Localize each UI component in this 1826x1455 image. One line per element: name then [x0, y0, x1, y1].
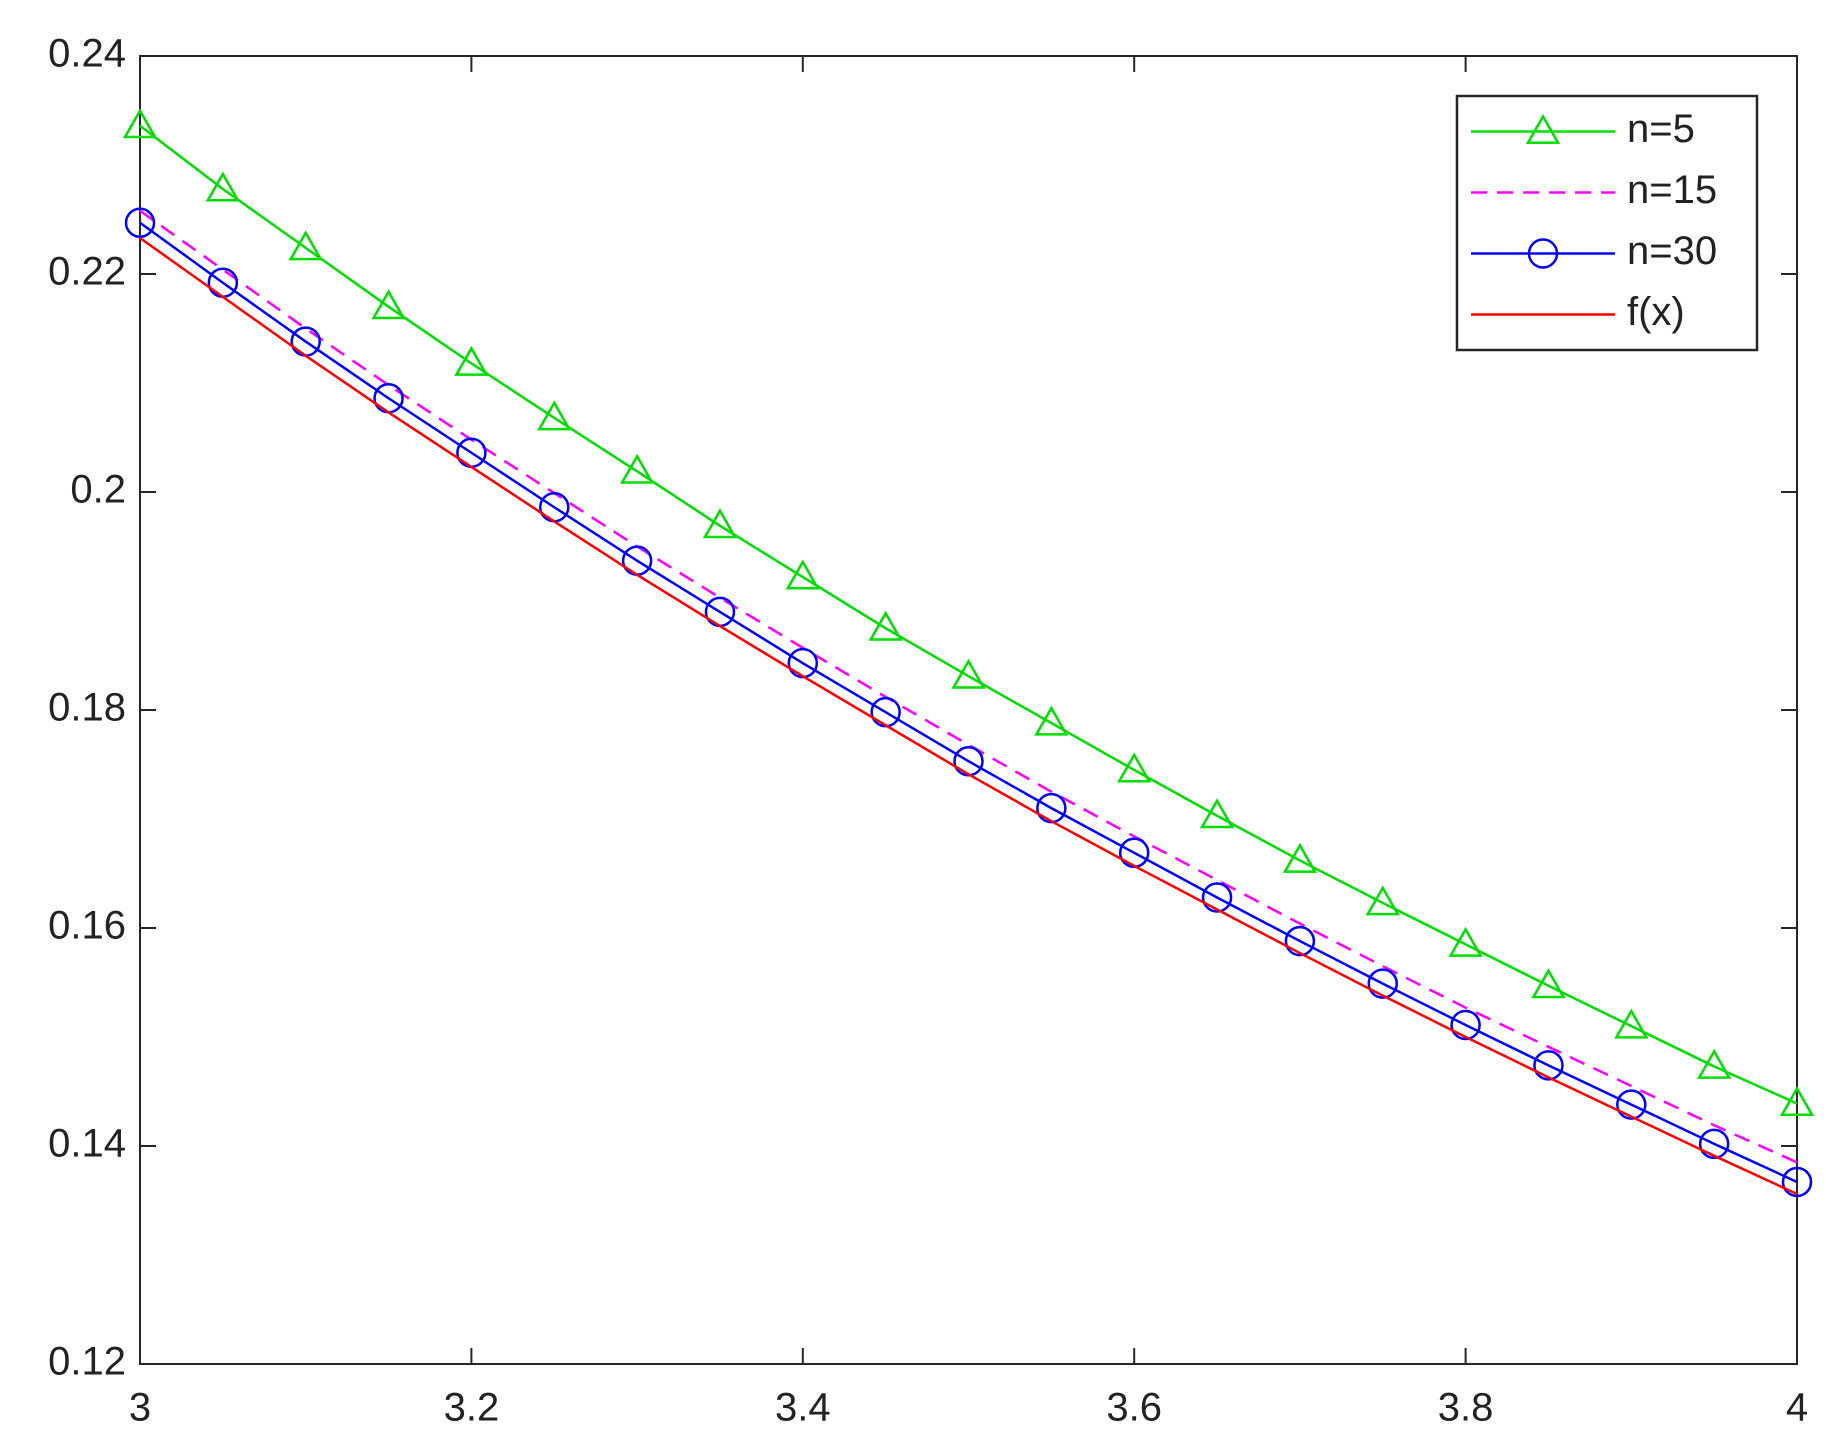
- marker: [1781, 1166, 1813, 1198]
- marker: [1117, 752, 1152, 783]
- marker: [619, 453, 655, 484]
- marker: [1698, 1128, 1730, 1160]
- marker: [1450, 1009, 1481, 1041]
- series-line: [139, 237, 1798, 1196]
- legend-label: n=30: [1627, 229, 1717, 273]
- marker: [1533, 1050, 1564, 1081]
- marker: [454, 345, 489, 376]
- marker: [205, 171, 241, 202]
- y-tick-label: 0.16: [48, 904, 126, 948]
- y-tick-label: 0.12: [48, 1340, 126, 1384]
- marker: [1448, 926, 1483, 957]
- y-tick-label: 0.18: [48, 686, 126, 730]
- marker: [1696, 1048, 1732, 1079]
- y-tick-label: 0.2: [70, 468, 126, 512]
- marker: [1525, 113, 1561, 144]
- marker: [785, 559, 820, 590]
- y-tick-label: 0.24: [48, 32, 126, 76]
- marker: [1034, 705, 1069, 736]
- marker: [1199, 798, 1235, 829]
- x-tick-label: 3.8: [1438, 1386, 1494, 1430]
- y-tick-label: 0.14: [48, 1122, 126, 1166]
- legend-box: [1455, 94, 1759, 352]
- legend-label: n=5: [1627, 107, 1695, 151]
- y-tick-label: 0.22: [48, 250, 126, 294]
- series: [124, 207, 1813, 1198]
- marker: [124, 207, 156, 239]
- legend-label: f(x): [1627, 290, 1685, 334]
- marker: [537, 400, 572, 431]
- marker: [1367, 968, 1398, 999]
- marker: [122, 108, 158, 139]
- legend-label: n=15: [1627, 168, 1717, 212]
- x-tick-label: 4: [1786, 1386, 1808, 1430]
- marker: [1531, 968, 1566, 999]
- marker: [702, 508, 738, 539]
- marker: [868, 610, 903, 641]
- legend: n=5 n=15 n=30 f(x): [1455, 94, 1759, 352]
- series: [139, 237, 1798, 1196]
- marker: [1614, 1008, 1649, 1039]
- series-line: [139, 124, 1798, 1105]
- x-tick-label: 3.2: [444, 1386, 500, 1430]
- marker: [951, 658, 986, 689]
- marker: [371, 289, 406, 320]
- series: [122, 108, 1815, 1116]
- marker: [288, 230, 323, 261]
- marker: [1365, 885, 1400, 916]
- marker: [1201, 882, 1233, 913]
- x-tick-label: 3: [129, 1386, 151, 1430]
- series-line: [139, 221, 1798, 1184]
- marker: [1616, 1089, 1647, 1120]
- marker: [1527, 238, 1559, 269]
- marker: [1282, 842, 1318, 873]
- marker: [1284, 925, 1316, 957]
- x-tick-label: 3.4: [775, 1386, 831, 1430]
- x-tick-label: 3.6: [1106, 1386, 1162, 1430]
- marker: [1779, 1085, 1815, 1116]
